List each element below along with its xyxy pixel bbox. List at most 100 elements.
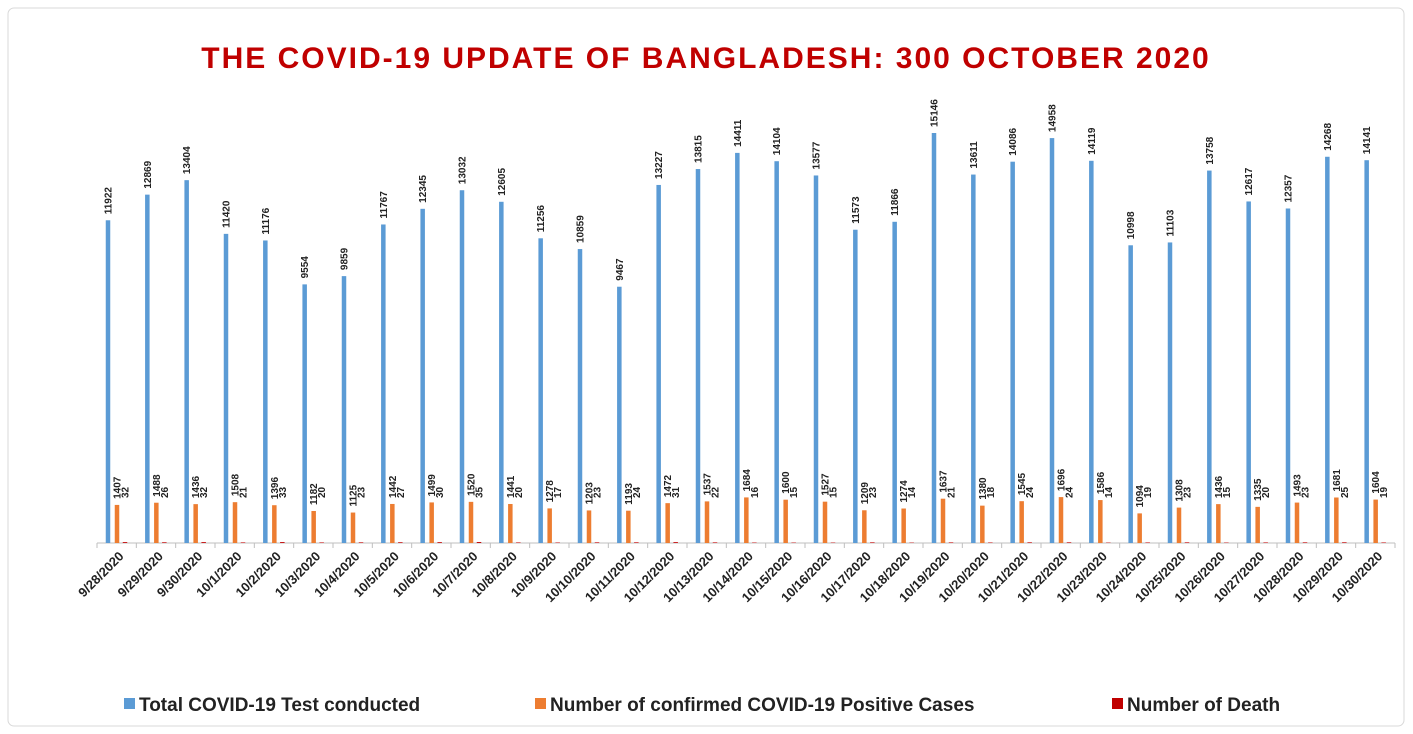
bar [1325, 156, 1330, 543]
bar [1049, 138, 1055, 544]
data-label: 1380 [978, 477, 989, 500]
data-label: 1545 [1017, 472, 1028, 495]
bar [302, 284, 307, 543]
bar [735, 152, 740, 543]
bar [381, 224, 386, 543]
bar [940, 498, 946, 543]
bar [1137, 513, 1142, 543]
data-label: 30 [435, 486, 446, 498]
bar [1128, 245, 1133, 543]
data-label: 15 [829, 486, 840, 498]
data-label: 31 [671, 486, 682, 498]
data-label: 1308 [1175, 479, 1186, 502]
data-label: 32 [199, 486, 210, 498]
data-label: 11420 [222, 200, 233, 228]
bar [114, 504, 120, 543]
legend-label: Number of confirmed COVID-19 Positive Ca… [550, 695, 974, 716]
data-label: 11103 [1166, 209, 1177, 236]
data-label: 11922 [104, 187, 115, 215]
bar [516, 542, 521, 543]
data-label: 1125 [349, 484, 360, 506]
bar [1302, 542, 1308, 543]
legend-swatch [535, 698, 546, 709]
bar [145, 194, 150, 543]
data-label: 1537 [703, 473, 714, 496]
data-label: 15 [789, 486, 800, 498]
bar [1294, 502, 1300, 543]
bar [437, 542, 442, 543]
data-label: 19 [1143, 486, 1154, 498]
bar [870, 542, 875, 543]
data-label: 14119 [1087, 127, 1098, 155]
bar [1334, 497, 1339, 543]
bar [1373, 499, 1378, 543]
data-label: 1586 [1096, 471, 1107, 494]
data-label: 1193 [624, 483, 635, 505]
bar [980, 505, 985, 543]
data-label: 1637 [939, 470, 950, 493]
bar [1255, 506, 1260, 543]
data-label: 1396 [270, 477, 281, 500]
bar [184, 180, 189, 543]
bar [948, 542, 954, 543]
bar [1216, 504, 1221, 543]
bar [1342, 542, 1347, 543]
bar [508, 503, 513, 543]
data-label: 1094 [1135, 485, 1146, 508]
legend-swatch [124, 698, 135, 709]
bar [280, 542, 285, 543]
data-label: 23 [357, 486, 368, 498]
bar [774, 161, 779, 543]
data-label: 1604 [1371, 471, 1382, 494]
data-label: 1436 [191, 475, 202, 498]
data-label: 25 [1340, 486, 1351, 498]
bar [783, 499, 788, 543]
data-label: 13404 [182, 146, 193, 174]
bar [420, 208, 425, 543]
data-label: 1493 [1293, 474, 1304, 497]
bar [154, 502, 159, 543]
bar [162, 542, 167, 543]
data-label: 1278 [545, 480, 556, 503]
data-label: 33 [278, 486, 289, 498]
data-label: 1527 [821, 473, 832, 496]
data-label: 13815 [694, 135, 705, 163]
data-label: 23 [868, 486, 879, 498]
bar [1089, 160, 1094, 544]
legend-label: Number of Death [1127, 695, 1280, 716]
data-label: 23 [1183, 486, 1194, 498]
bar [122, 542, 128, 543]
legend-swatch [1112, 698, 1123, 709]
data-label: 35 [475, 486, 486, 498]
data-label: 1684 [742, 469, 753, 492]
bar [586, 510, 592, 543]
data-label: 1203 [585, 482, 596, 505]
data-label: 14 [1104, 486, 1115, 498]
bar [1098, 500, 1103, 543]
bar [1246, 201, 1251, 543]
bar [1145, 542, 1150, 543]
bar [398, 542, 403, 543]
data-label: 15 [1222, 486, 1233, 498]
bar [712, 542, 718, 543]
data-label: 1600 [781, 471, 792, 494]
bar [704, 501, 710, 543]
data-label: 13227 [654, 151, 665, 179]
bar [1207, 170, 1212, 544]
bar [971, 174, 976, 543]
bar [665, 503, 670, 543]
bar [1019, 501, 1024, 543]
data-label: 14141 [1362, 126, 1373, 154]
bar [1285, 208, 1291, 544]
bar [1010, 161, 1015, 544]
data-label: 1442 [388, 475, 399, 498]
data-label: 12869 [143, 160, 154, 188]
bar [232, 502, 238, 543]
data-label: 13577 [812, 141, 823, 169]
bar [744, 497, 749, 543]
bar [634, 542, 639, 543]
data-label: 11256 [536, 205, 547, 233]
data-label: 23 [593, 486, 604, 498]
data-label: 1436 [1214, 475, 1225, 498]
bar [813, 175, 819, 543]
